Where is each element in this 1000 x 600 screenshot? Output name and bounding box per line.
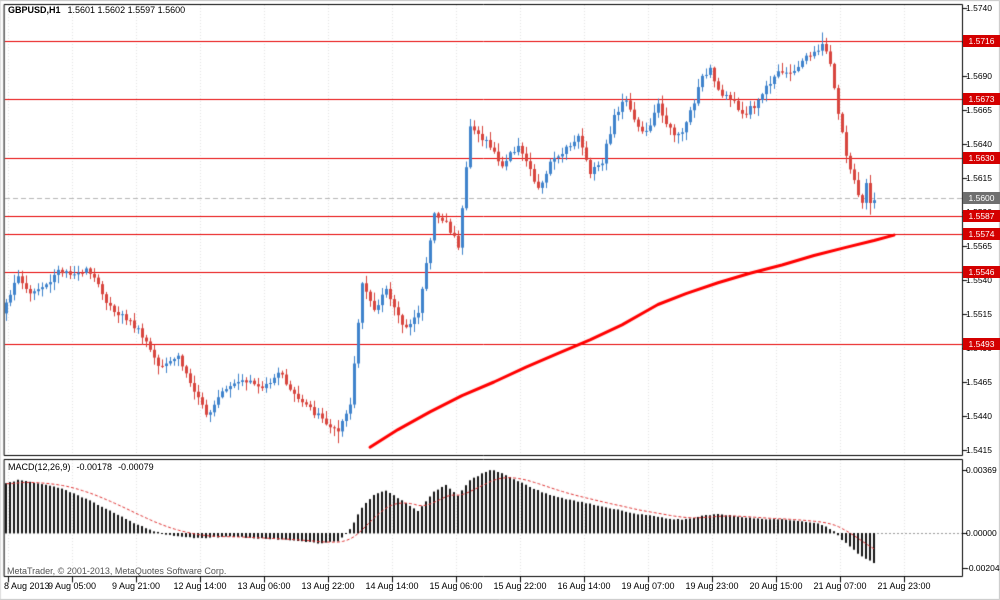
macd-indicator-label: MACD(12,26,9) -0.00178 -0.00079: [8, 462, 154, 472]
time-tick-label: 16 Aug 14:00: [557, 581, 611, 591]
time-tick-label: 19 Aug 07:00: [621, 581, 675, 591]
price-tick-label: 1.5740: [966, 3, 992, 13]
price-tick-label: 1.5465: [966, 377, 992, 387]
price-line-tag: 1.5716: [963, 35, 1000, 47]
time-tick-label: 15 Aug 06:00: [429, 581, 483, 591]
price-tick-label: 1.5640: [966, 139, 992, 149]
time-tick-label: 21 Aug 23:00: [877, 581, 931, 591]
time-tick-label: 13 Aug 06:00: [237, 581, 291, 591]
time-axis[interactable]: 8 Aug 2013 9 Aug 05:00 9 Aug 21:00 12 Aug 1…: [0, 578, 963, 600]
time-tick-label: 14 Aug 14:00: [365, 581, 419, 591]
macd-tick-label: 0.00000: [966, 528, 997, 538]
time-tick-label: 8 Aug 2013: [4, 581, 50, 591]
price-tick-label: 1.5565: [966, 241, 992, 251]
macd-tick-label: 0.00369: [966, 465, 997, 475]
time-tick-label: 9 Aug 05:00: [47, 581, 97, 591]
macd-title: MACD(12,26,9): [8, 462, 71, 472]
macd-tick-label: -0.00204: [966, 563, 1000, 573]
price-line-tag: 1.5673: [963, 93, 1000, 105]
time-tick-label: 9 Aug 21:00: [111, 581, 161, 591]
price-line-tag: 1.5546: [963, 266, 1000, 278]
price-tick-label: 1.5415: [966, 445, 992, 455]
time-tick-label: 20 Aug 15:00: [749, 581, 803, 591]
price-tick-label: 1.5440: [966, 411, 992, 421]
price-line-tag: 1.5574: [963, 228, 1000, 240]
macd-signal-value: -0.00079: [118, 462, 154, 472]
macd-value: -0.00178: [76, 462, 113, 472]
current-price-tag: 1.5600: [963, 192, 1000, 204]
time-tick-label: 15 Aug 22:00: [493, 581, 547, 591]
symbol-name: GBPUSD,H1: [8, 5, 61, 15]
price-tick-label: 1.5515: [966, 309, 992, 319]
time-tick-label: 21 Aug 07:00: [813, 581, 867, 591]
price-tick-label: 1.5665: [966, 105, 992, 115]
price-scale[interactable]: 1.57401.57151.56901.56651.56401.56151.55…: [963, 0, 1000, 600]
price-tick-label: 1.5540: [966, 275, 992, 285]
price-line-tag: 1.5587: [963, 210, 1000, 222]
copyright-label: MetaTrader, © 2001-2013, MetaQuotes Soft…: [7, 566, 227, 576]
price-line-tag: 1.5493: [963, 338, 1000, 350]
price-tick-label: 1.5615: [966, 173, 992, 183]
time-tick-label: 12 Aug 14:00: [173, 581, 227, 591]
price-tick-label: 1.5690: [966, 71, 992, 81]
time-tick-label: 13 Aug 22:00: [301, 581, 355, 591]
price-line-tag: 1.5630: [963, 152, 1000, 164]
time-tick-label: 19 Aug 23:00: [685, 581, 739, 591]
symbol-ohlc-label: GBPUSD,H1 1.5601 1.5602 1.5597 1.5600: [8, 5, 185, 15]
ohlc-values: 1.5601 1.5602 1.5597 1.5600: [67, 5, 186, 15]
